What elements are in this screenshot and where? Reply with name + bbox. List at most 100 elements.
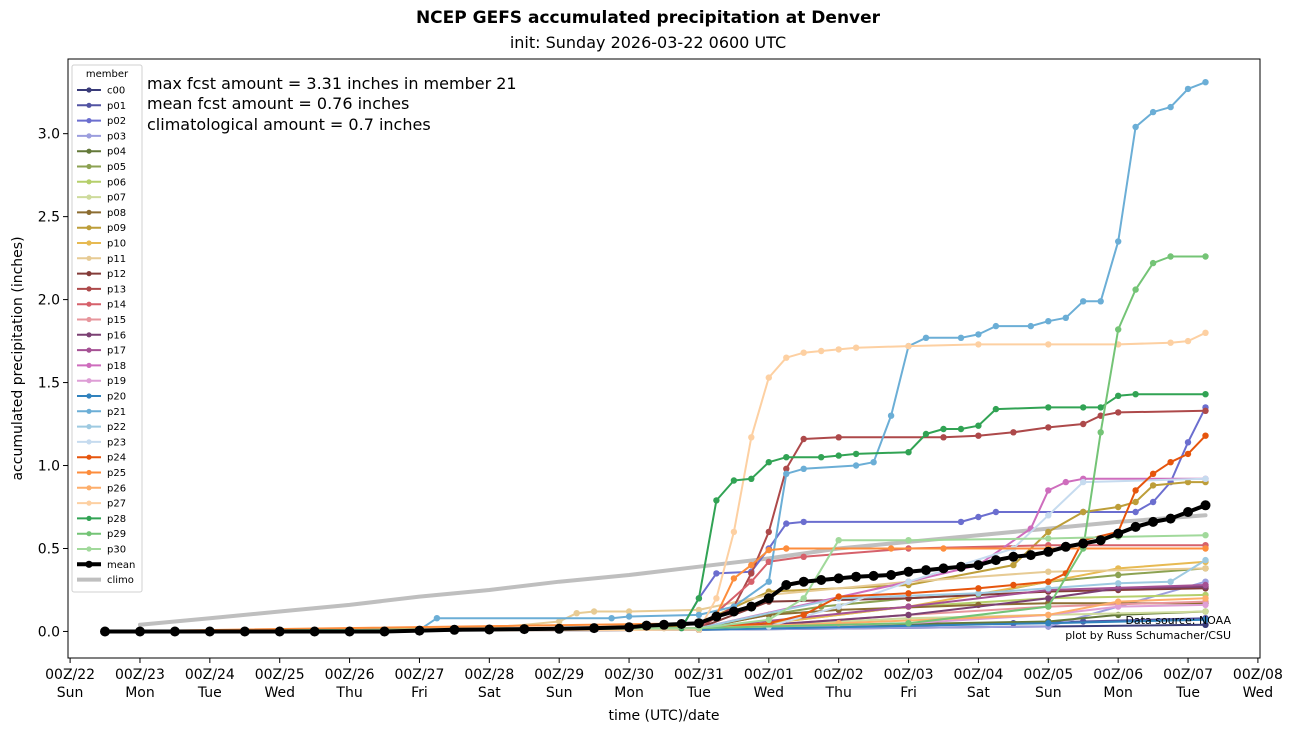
data-point-p29 — [1097, 429, 1104, 436]
data-point-p21 — [765, 578, 772, 585]
legend-marker — [86, 133, 92, 139]
data-point-p21 — [800, 465, 807, 472]
x-tick-label: 00Z/03 — [884, 667, 934, 683]
data-point-p24 — [1184, 450, 1192, 458]
legend-label: p12 — [107, 269, 126, 280]
legend-label: p05 — [107, 162, 126, 173]
credit-note: plot by Russ Schumacher/CSU — [1065, 629, 1231, 642]
data-point-p11 — [590, 608, 598, 615]
x-tick-day: Mon — [614, 685, 644, 701]
x-tick-label: 00Z/23 — [115, 667, 165, 683]
data-point-p19 — [1115, 603, 1122, 610]
x-tick-label: 00Z/25 — [255, 667, 305, 683]
data-point-p17 — [1202, 581, 1209, 589]
data-point-p25 — [887, 545, 895, 552]
x-tick-day: Wed — [1243, 685, 1274, 701]
legend-label: p27 — [107, 499, 126, 510]
y-tick-label: 0.5 — [38, 541, 60, 557]
x-tick-day: Sat — [967, 685, 990, 701]
legend-marker — [86, 347, 92, 353]
data-point-mean — [938, 563, 949, 574]
data-point-p16 — [905, 611, 912, 619]
data-point-mean — [519, 624, 530, 635]
x-tick-label: 00Z/29 — [534, 667, 584, 683]
x-tick-day: Thu — [825, 685, 852, 701]
data-point-p21 — [608, 615, 615, 622]
legend-marker — [86, 209, 92, 215]
series-line-p29 — [104, 255, 1207, 633]
data-point-p28 — [713, 497, 720, 504]
data-point-mean — [1078, 538, 1089, 549]
data-point-p16 — [1045, 595, 1052, 602]
legend-marker — [86, 194, 92, 200]
data-point-p30 — [1045, 535, 1052, 542]
legend-label: p02 — [107, 116, 126, 127]
data-point-p13 — [975, 432, 982, 439]
data-point-p27 — [748, 434, 755, 441]
legend-entry-p20: p20 — [77, 392, 126, 403]
data-point-mean — [798, 576, 809, 587]
data-point-mean — [1148, 516, 1159, 527]
x-tick-label: 00Z/06 — [1093, 667, 1143, 683]
data-point-p21 — [852, 462, 860, 469]
legend-label: p03 — [107, 131, 126, 142]
data-point-p02 — [800, 518, 807, 526]
legend-label: p24 — [107, 453, 126, 464]
data-point-p20 — [1045, 620, 1052, 627]
data-point-p14 — [748, 578, 755, 585]
data-point-p30 — [905, 537, 912, 544]
data-point-mean — [921, 565, 931, 576]
stat-max-amount: max fcst amount = 3.31 inches in member … — [147, 74, 517, 93]
legend-marker — [86, 332, 92, 338]
data-point-p27 — [835, 346, 842, 353]
data-point-p21 — [1132, 123, 1139, 131]
x-tick-label: 00Z/31 — [674, 667, 724, 683]
legend-entry-p29: p29 — [77, 529, 126, 540]
data-point-mean — [711, 611, 722, 622]
legend-entry-p12: p12 — [77, 269, 126, 280]
legend-label: p22 — [107, 422, 126, 433]
y-tick-label: 2.0 — [38, 293, 60, 309]
legend-label: p11 — [107, 254, 126, 265]
legend-marker — [86, 225, 92, 231]
x-tick-day: Wed — [754, 685, 785, 701]
legend-label: p14 — [107, 300, 126, 311]
data-point-p28 — [835, 452, 842, 459]
data-point-p24 — [1010, 581, 1017, 589]
legend-marker — [86, 301, 92, 307]
legend-label: mean — [107, 560, 135, 571]
x-tick-label: 00Z/26 — [325, 667, 375, 683]
x-tick-label: 00Z/08 — [1233, 667, 1283, 683]
data-point-mean — [100, 626, 110, 637]
legend-marker — [86, 240, 92, 246]
legend-entry-p03: p03 — [77, 131, 126, 142]
data-point-c00 — [1202, 621, 1209, 628]
data-point-p25 — [765, 546, 772, 554]
data-point-p25 — [748, 561, 755, 569]
data-point-p21 — [783, 470, 790, 477]
data-point-p13 — [783, 465, 790, 472]
data-point-p21 — [1027, 322, 1035, 330]
data-point-p27 — [730, 528, 738, 536]
x-tick-label: 00Z/30 — [604, 667, 654, 683]
data-point-p22 — [1115, 580, 1122, 587]
x-tick-label: 00Z/22 — [45, 667, 95, 683]
data-point-p20 — [1202, 616, 1209, 623]
data-point-p27 — [975, 341, 982, 348]
data-point-p27 — [1045, 341, 1052, 348]
data-point-p02 — [713, 570, 720, 577]
data-point-p28 — [957, 425, 965, 433]
x-tick-day: Thu — [335, 685, 362, 701]
data-point-p23 — [1045, 512, 1052, 519]
legend-entry-p21: p21 — [77, 407, 126, 418]
legend-marker — [86, 546, 92, 552]
data-point-mean — [554, 623, 565, 634]
data-point-p25 — [1202, 545, 1209, 552]
data-point-mean — [816, 575, 827, 585]
axes-layer: 00Z/22 Sun 00Z/23 Mon 00Z/24 Tue 00Z/25 Wed 00Z/… — [38, 127, 1283, 701]
data-point-p22 — [975, 590, 982, 597]
data-point-p09 — [1045, 528, 1052, 536]
data-point-p24 — [1202, 432, 1209, 439]
x-tick-day: Tue — [1175, 685, 1200, 701]
